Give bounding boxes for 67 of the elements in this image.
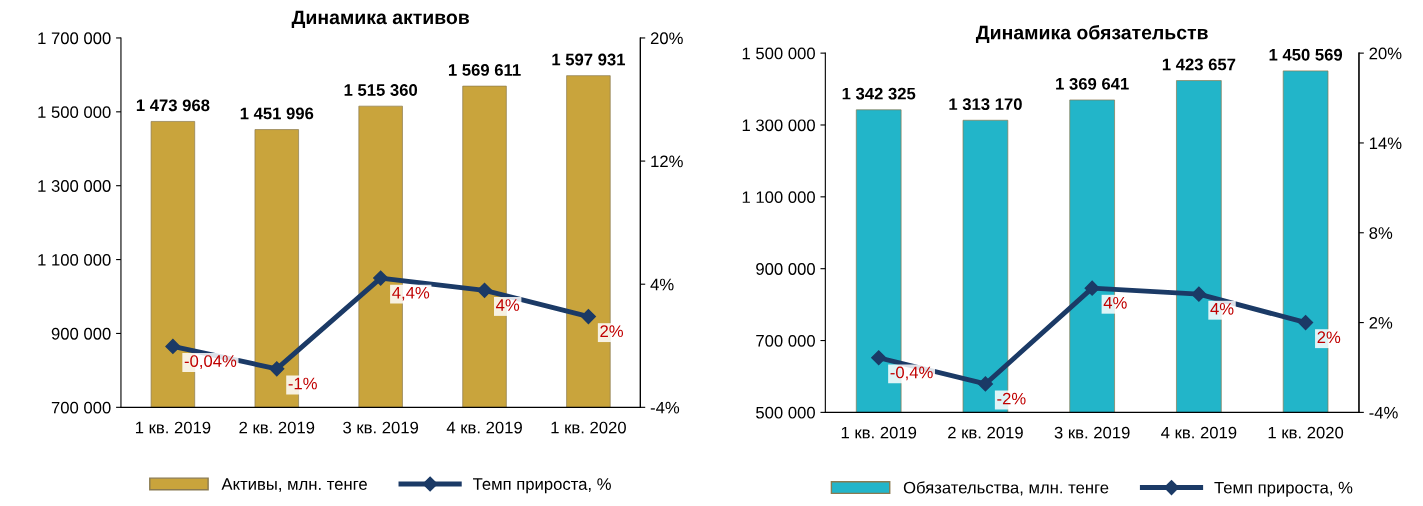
- y-tick-label: 1 300 000: [742, 119, 815, 132]
- data-label: -0,4%: [890, 366, 933, 381]
- data-label: -0,04%: [184, 355, 237, 369]
- y-tick-label: 1 100 000: [38, 253, 111, 266]
- y-tick-label: 1 700 000: [38, 32, 111, 45]
- point: [1298, 315, 1314, 331]
- x-tick-label: 4 кв. 2019: [446, 421, 522, 434]
- y2-tick-label: 20%: [1369, 47, 1402, 60]
- x-tick-label: 1 кв. 2020: [551, 421, 626, 434]
- chart-title: Динамика обязательств: [975, 24, 1208, 44]
- data-label: 1 569 611: [448, 64, 521, 76]
- y-tick-label: 900 000: [51, 327, 111, 340]
- point: [871, 350, 887, 366]
- y2-tick-label: -4%: [1369, 406, 1398, 419]
- y-tick-label: 1 100 000: [742, 191, 815, 204]
- y2-tick-label: 4%: [650, 278, 674, 291]
- data-label: 4%: [496, 299, 520, 311]
- y-tick-label: 1 500 000: [742, 47, 815, 60]
- point: [476, 282, 493, 298]
- data-label: 1 473 968: [136, 99, 210, 112]
- x-tick-label: 4 кв. 2019: [1161, 426, 1237, 439]
- point: [1084, 280, 1100, 296]
- y2-tick-label: 8%: [1369, 227, 1393, 239]
- data-label: 1 451 996: [240, 107, 314, 120]
- data-label: -1%: [288, 377, 317, 390]
- point: [1191, 286, 1207, 302]
- point: [165, 338, 181, 354]
- x-tick-label: 2 кв. 2019: [239, 421, 315, 434]
- x-tick-label: 2 кв. 2019: [948, 426, 1023, 439]
- y-tick-label: 500 000: [756, 406, 815, 419]
- legend-label: Активы, млн. тенге: [221, 478, 367, 492]
- data-label: 4%: [1210, 302, 1234, 315]
- data-label: 4,4%: [392, 286, 430, 301]
- data-label: 1 597 931: [552, 53, 626, 66]
- y-tick-label: 1 500 000: [38, 106, 111, 119]
- point: [373, 270, 389, 286]
- x-tick-label: 1 кв. 2019: [135, 421, 211, 434]
- data-label: 2%: [600, 325, 624, 338]
- data-label: 1 450 569: [1269, 48, 1343, 61]
- x-tick-label: 3 кв. 2019: [343, 421, 419, 434]
- point: [977, 376, 993, 392]
- y2-tick-label: 2%: [1369, 316, 1393, 329]
- y-tick-label: 700 000: [756, 334, 815, 347]
- x-tick-label: 3 кв. 2019: [1054, 426, 1130, 439]
- data-label: 2%: [1317, 331, 1341, 344]
- y-tick-label: 1 300 000: [38, 180, 111, 192]
- y-tick-label: 700 000: [51, 401, 111, 414]
- y2-tick-label: 12%: [651, 155, 683, 168]
- data-label: 4%: [1103, 296, 1127, 309]
- data-label: 1 423 657: [1162, 58, 1236, 71]
- x-tick-label: 1 кв. 2020: [1268, 426, 1344, 439]
- y2-tick-label: -4%: [650, 401, 680, 414]
- data-label: 1 313 170: [949, 98, 1022, 111]
- data-label: -2%: [997, 392, 1026, 405]
- chart-title: Динамика активов: [291, 10, 469, 28]
- y2-tick-label: 14%: [1369, 137, 1402, 150]
- x-tick-label: 1 кв. 2019: [841, 426, 917, 439]
- data-label: 1 515 360: [344, 84, 418, 96]
- point: [269, 361, 285, 377]
- y-tick-label: 900 000: [756, 263, 815, 275]
- legend-label: Обязательства, млн. тенге: [903, 481, 1109, 496]
- point: [580, 308, 596, 325]
- data-label: 1 369 641: [1056, 77, 1129, 90]
- legend-label: Темп прироста, %: [1214, 481, 1353, 497]
- data-label: 1 342 325: [842, 87, 916, 100]
- legend-label: Темп прироста, %: [473, 478, 611, 494]
- y2-tick-label: 20%: [650, 32, 683, 45]
